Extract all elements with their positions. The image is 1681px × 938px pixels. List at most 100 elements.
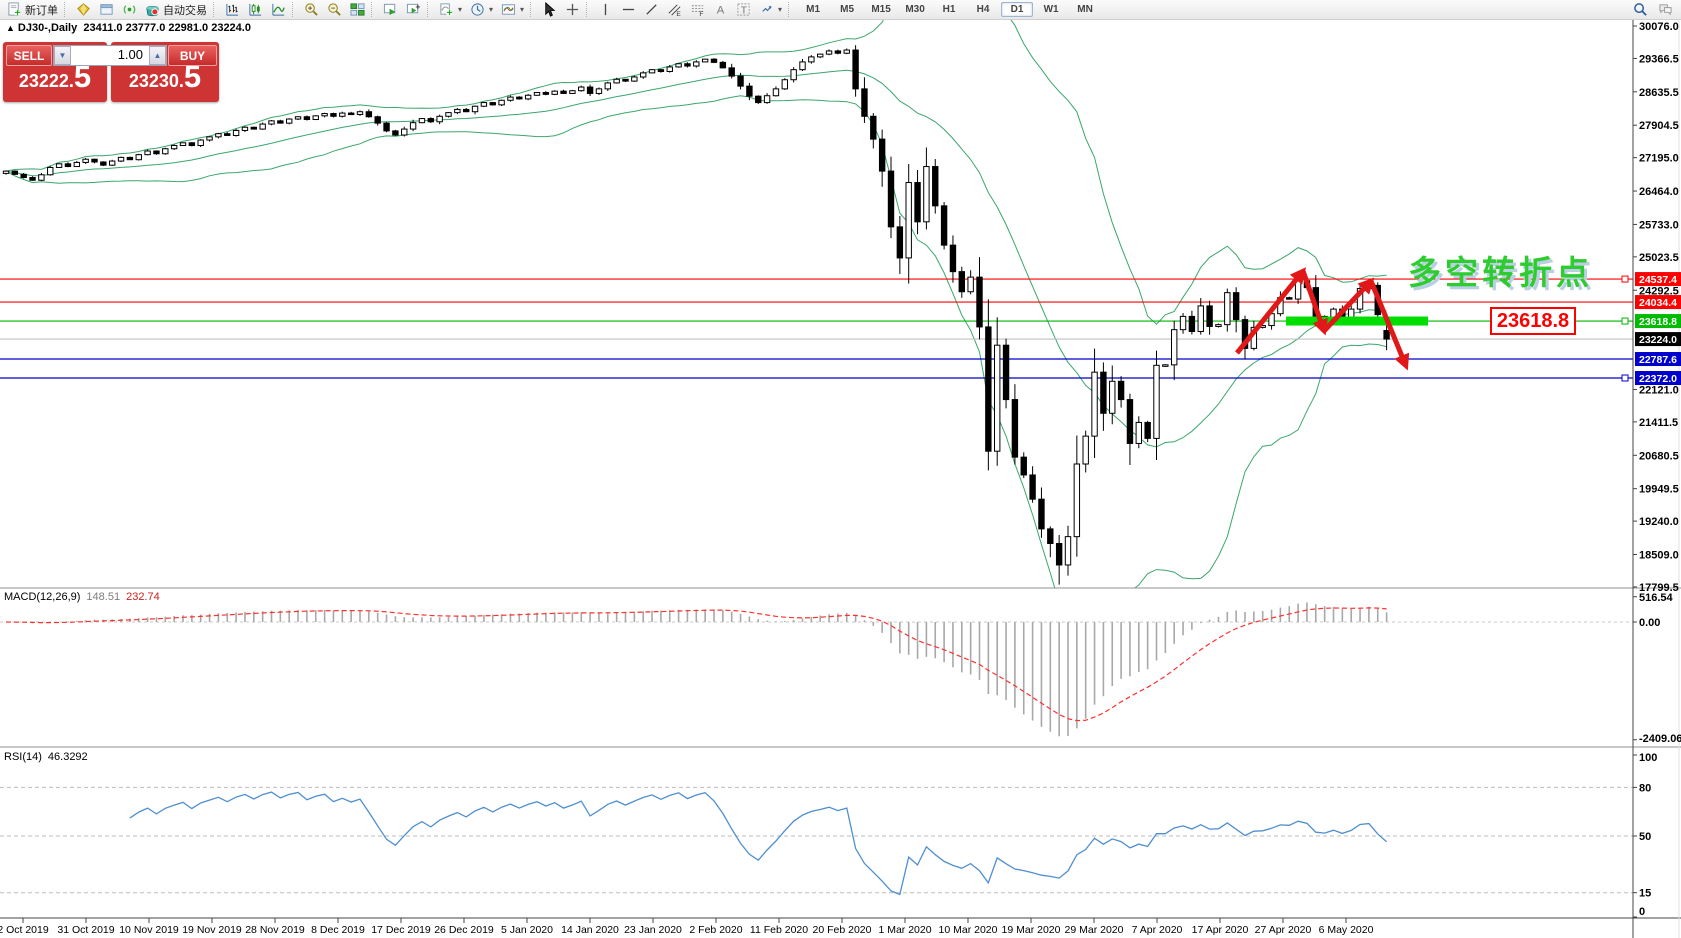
price-axis-label: 27195.0 (1639, 153, 1679, 165)
tester-add-button[interactable]: + (402, 1, 425, 19)
rsi-scale-label: 100 (1639, 752, 1657, 764)
svg-text:T: T (741, 5, 748, 16)
zoom-out-button[interactable] (323, 1, 346, 19)
horizontal-line-tool[interactable] (617, 1, 640, 19)
price-axis-label: 24292.5 (1639, 285, 1679, 297)
toolbar-separator (586, 2, 592, 17)
trendline-tool[interactable] (640, 1, 663, 19)
timeframe-m5[interactable]: M5 (840, 4, 855, 15)
timeframe-w1[interactable]: W1 (1043, 4, 1059, 15)
date-axis-label: 28 Nov 2019 (245, 924, 305, 936)
text-tool[interactable]: A (709, 1, 732, 19)
volume-increase-button[interactable]: ▲ (149, 46, 166, 65)
price-badge: 23224.0 (1639, 334, 1677, 346)
price-badge: 22372.0 (1639, 373, 1677, 385)
arrows-tool[interactable]: ▾ (755, 1, 786, 19)
vertical-line-tool[interactable] (594, 1, 617, 19)
volume-decrease-button[interactable]: ▼ (54, 46, 71, 65)
rsi-scale-label: 0 (1639, 906, 1645, 918)
rsi-scale-label: 50 (1639, 831, 1651, 843)
strategy-tester-button[interactable] (379, 1, 402, 19)
trendline-icon (646, 4, 657, 15)
rsi-scale-label: 15 (1639, 888, 1651, 900)
price-badge: 23618.8 (1639, 316, 1677, 328)
tile-windows-icon (350, 3, 365, 16)
price-axis-label: 21411.5 (1639, 417, 1678, 429)
tile-windows-button[interactable] (346, 1, 369, 19)
line-chart-button[interactable] (267, 1, 290, 19)
timeframe-m1[interactable]: M1 (806, 4, 821, 15)
crosshair-icon (566, 3, 579, 16)
date-axis-label: 27 Apr 2020 (1255, 924, 1312, 936)
bar-chart-button[interactable] (221, 1, 244, 19)
text-label-tool[interactable]: T (732, 1, 755, 19)
svg-text:+: + (447, 8, 453, 17)
channel-tool[interactable]: E (663, 1, 686, 19)
date-axis-label: 17 Apr 2020 (1192, 924, 1249, 936)
equidistant-channel-icon: E (668, 4, 681, 17)
templates-button[interactable]: ▾ (497, 1, 528, 19)
chat-icon[interactable] (1658, 2, 1673, 17)
price-axis-label: 20680.5 (1639, 450, 1679, 462)
rsi-value: 46.3292 (47, 751, 88, 763)
zoom-in-button[interactable] (300, 1, 323, 19)
toolbar-separator (371, 2, 377, 17)
periods-button[interactable]: ▾ (466, 1, 497, 19)
sell-price: 23222.5 (18, 59, 92, 94)
ohlc-values: 23411.0 23777.0 22981.0 23224.0 (83, 22, 251, 34)
date-axis-label: 17 Dec 2019 (371, 924, 431, 936)
indicators-icon: + (440, 3, 453, 17)
symbol-triangle-icon: ▲ (6, 23, 15, 33)
price-axis-label: 27904.5 (1639, 120, 1679, 132)
price-axis-label: 30076.0 (1639, 21, 1679, 33)
metaeditor-button[interactable] (72, 1, 95, 19)
date-axis-label: 2 Oct 2019 (0, 924, 49, 936)
timeframe-m30[interactable]: M30 (905, 4, 925, 15)
candlestick-chart-icon (249, 3, 262, 16)
svg-text:A: A (717, 4, 725, 16)
cursor-tool-button[interactable] (538, 1, 561, 19)
svg-text:F: F (699, 11, 703, 17)
new-order-button[interactable]: + 新订单 (3, 1, 62, 19)
macd-scale-label: 516.54 (1639, 592, 1674, 604)
timeframe-h1[interactable]: H1 (942, 4, 956, 15)
chart-title: ▲ DJ30-,Daily 23411.0 23777.0 22981.0 232… (6, 22, 251, 34)
macd-scale-label: 0.00 (1639, 617, 1660, 629)
toolbar-separator (530, 2, 536, 17)
timeframe-mn[interactable]: MN (1077, 4, 1093, 15)
svg-text:+: + (415, 2, 420, 12)
date-axis-label: 11 Feb 2020 (750, 924, 808, 936)
date-axis-label: 2 Feb 2020 (689, 924, 742, 936)
price-label-annotation[interactable]: 23618.8 (1490, 307, 1576, 335)
turning-point-annotation[interactable]: 多空转折点 (1408, 254, 1593, 291)
text-icon: A (717, 4, 725, 16)
buy-price: 23230.5 (128, 59, 202, 94)
arrows-icon (762, 5, 772, 12)
svg-text:+: + (15, 8, 21, 17)
price-badge: 24537.4 (1639, 274, 1677, 286)
search-icon[interactable] (1633, 2, 1648, 17)
timeframe-h4[interactable]: H4 (976, 4, 990, 15)
rsi-label: RSI(14) 46.3292 (4, 751, 88, 763)
market-watch-button[interactable] (95, 1, 118, 19)
price-axis-label: 19949.5 (1639, 484, 1679, 496)
signals-button[interactable] (118, 1, 141, 19)
autotrading-label: 自动交易 (163, 4, 207, 17)
indicators-button[interactable]: + ▾ (435, 1, 466, 19)
autotrading-button[interactable]: 自动交易 (141, 1, 211, 19)
sell-button[interactable]: SELL (6, 45, 52, 66)
fibonacci-tool[interactable]: F (686, 1, 709, 19)
timeframe-m15[interactable]: M15 (871, 4, 891, 15)
crosshair-tool-button[interactable] (561, 1, 584, 19)
buy-button[interactable]: BUY (168, 45, 217, 66)
macd-scale-label: -2409.06 (1639, 733, 1681, 745)
toolbar-separator (292, 2, 298, 17)
vertical-line-icon (604, 3, 607, 16)
price-axis-label: 19240.0 (1639, 516, 1679, 528)
price-axis-label: 28635.5 (1639, 87, 1679, 99)
volume-input[interactable]: 1.00 (117, 47, 143, 62)
svg-text:E: E (676, 11, 681, 17)
timeframe-d1[interactable]: D1 (1001, 2, 1034, 17)
candlestick-chart-button[interactable] (244, 1, 267, 19)
